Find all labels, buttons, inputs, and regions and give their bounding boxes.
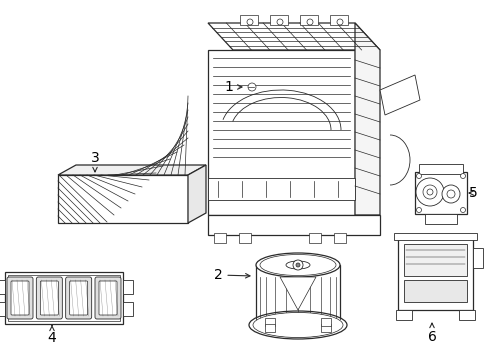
Ellipse shape <box>260 255 335 275</box>
Bar <box>58 175 187 223</box>
Bar <box>308 233 320 243</box>
Ellipse shape <box>256 313 339 337</box>
Bar <box>395 310 411 320</box>
Polygon shape <box>0 302 5 316</box>
Bar <box>207 178 354 200</box>
Ellipse shape <box>248 311 346 339</box>
Bar <box>239 233 250 243</box>
Polygon shape <box>123 302 133 316</box>
Circle shape <box>416 207 421 212</box>
Bar <box>5 272 123 324</box>
Text: 5: 5 <box>468 186 476 200</box>
FancyBboxPatch shape <box>69 281 87 315</box>
Bar <box>320 318 330 326</box>
FancyBboxPatch shape <box>95 277 121 319</box>
Bar <box>264 324 274 332</box>
Ellipse shape <box>285 261 309 269</box>
Bar <box>403 280 466 302</box>
Circle shape <box>295 263 299 267</box>
Polygon shape <box>187 165 205 223</box>
Circle shape <box>306 19 312 25</box>
Polygon shape <box>207 215 379 235</box>
Bar <box>240 15 258 25</box>
Bar <box>414 172 466 214</box>
Circle shape <box>292 260 303 270</box>
Bar <box>320 324 330 332</box>
Bar <box>8 275 120 321</box>
Bar <box>214 233 225 243</box>
Bar <box>299 15 317 25</box>
Bar <box>403 244 466 276</box>
Bar <box>458 310 474 320</box>
Circle shape <box>460 174 465 179</box>
Circle shape <box>446 190 454 198</box>
Polygon shape <box>354 23 379 215</box>
FancyBboxPatch shape <box>7 277 33 319</box>
Polygon shape <box>280 277 315 310</box>
Polygon shape <box>58 165 205 175</box>
Bar <box>397 238 472 310</box>
FancyBboxPatch shape <box>40 281 58 315</box>
Polygon shape <box>0 280 5 294</box>
Polygon shape <box>207 50 354 215</box>
Text: 3: 3 <box>90 151 99 172</box>
Polygon shape <box>123 280 133 294</box>
Bar <box>424 214 456 224</box>
Circle shape <box>416 174 421 179</box>
FancyBboxPatch shape <box>36 277 62 319</box>
Circle shape <box>276 19 283 25</box>
Circle shape <box>426 189 432 195</box>
Circle shape <box>422 185 436 199</box>
Circle shape <box>247 83 256 91</box>
Bar <box>269 15 287 25</box>
Bar <box>472 248 482 268</box>
Ellipse shape <box>256 253 339 277</box>
Text: 4: 4 <box>47 325 56 345</box>
Bar <box>264 318 274 326</box>
Circle shape <box>441 185 459 203</box>
Polygon shape <box>207 23 379 50</box>
Text: 2: 2 <box>213 268 249 282</box>
Circle shape <box>460 207 465 212</box>
Ellipse shape <box>252 312 342 338</box>
Text: 6: 6 <box>427 323 436 344</box>
Bar <box>418 164 462 174</box>
Bar <box>256 265 339 325</box>
FancyBboxPatch shape <box>99 281 117 315</box>
Text: 1: 1 <box>224 80 242 94</box>
Polygon shape <box>379 75 419 115</box>
Bar <box>333 233 346 243</box>
Circle shape <box>415 178 443 206</box>
Bar <box>329 15 347 25</box>
FancyBboxPatch shape <box>11 281 29 315</box>
Bar <box>393 233 476 240</box>
Circle shape <box>336 19 342 25</box>
FancyBboxPatch shape <box>65 277 91 319</box>
Circle shape <box>246 19 252 25</box>
